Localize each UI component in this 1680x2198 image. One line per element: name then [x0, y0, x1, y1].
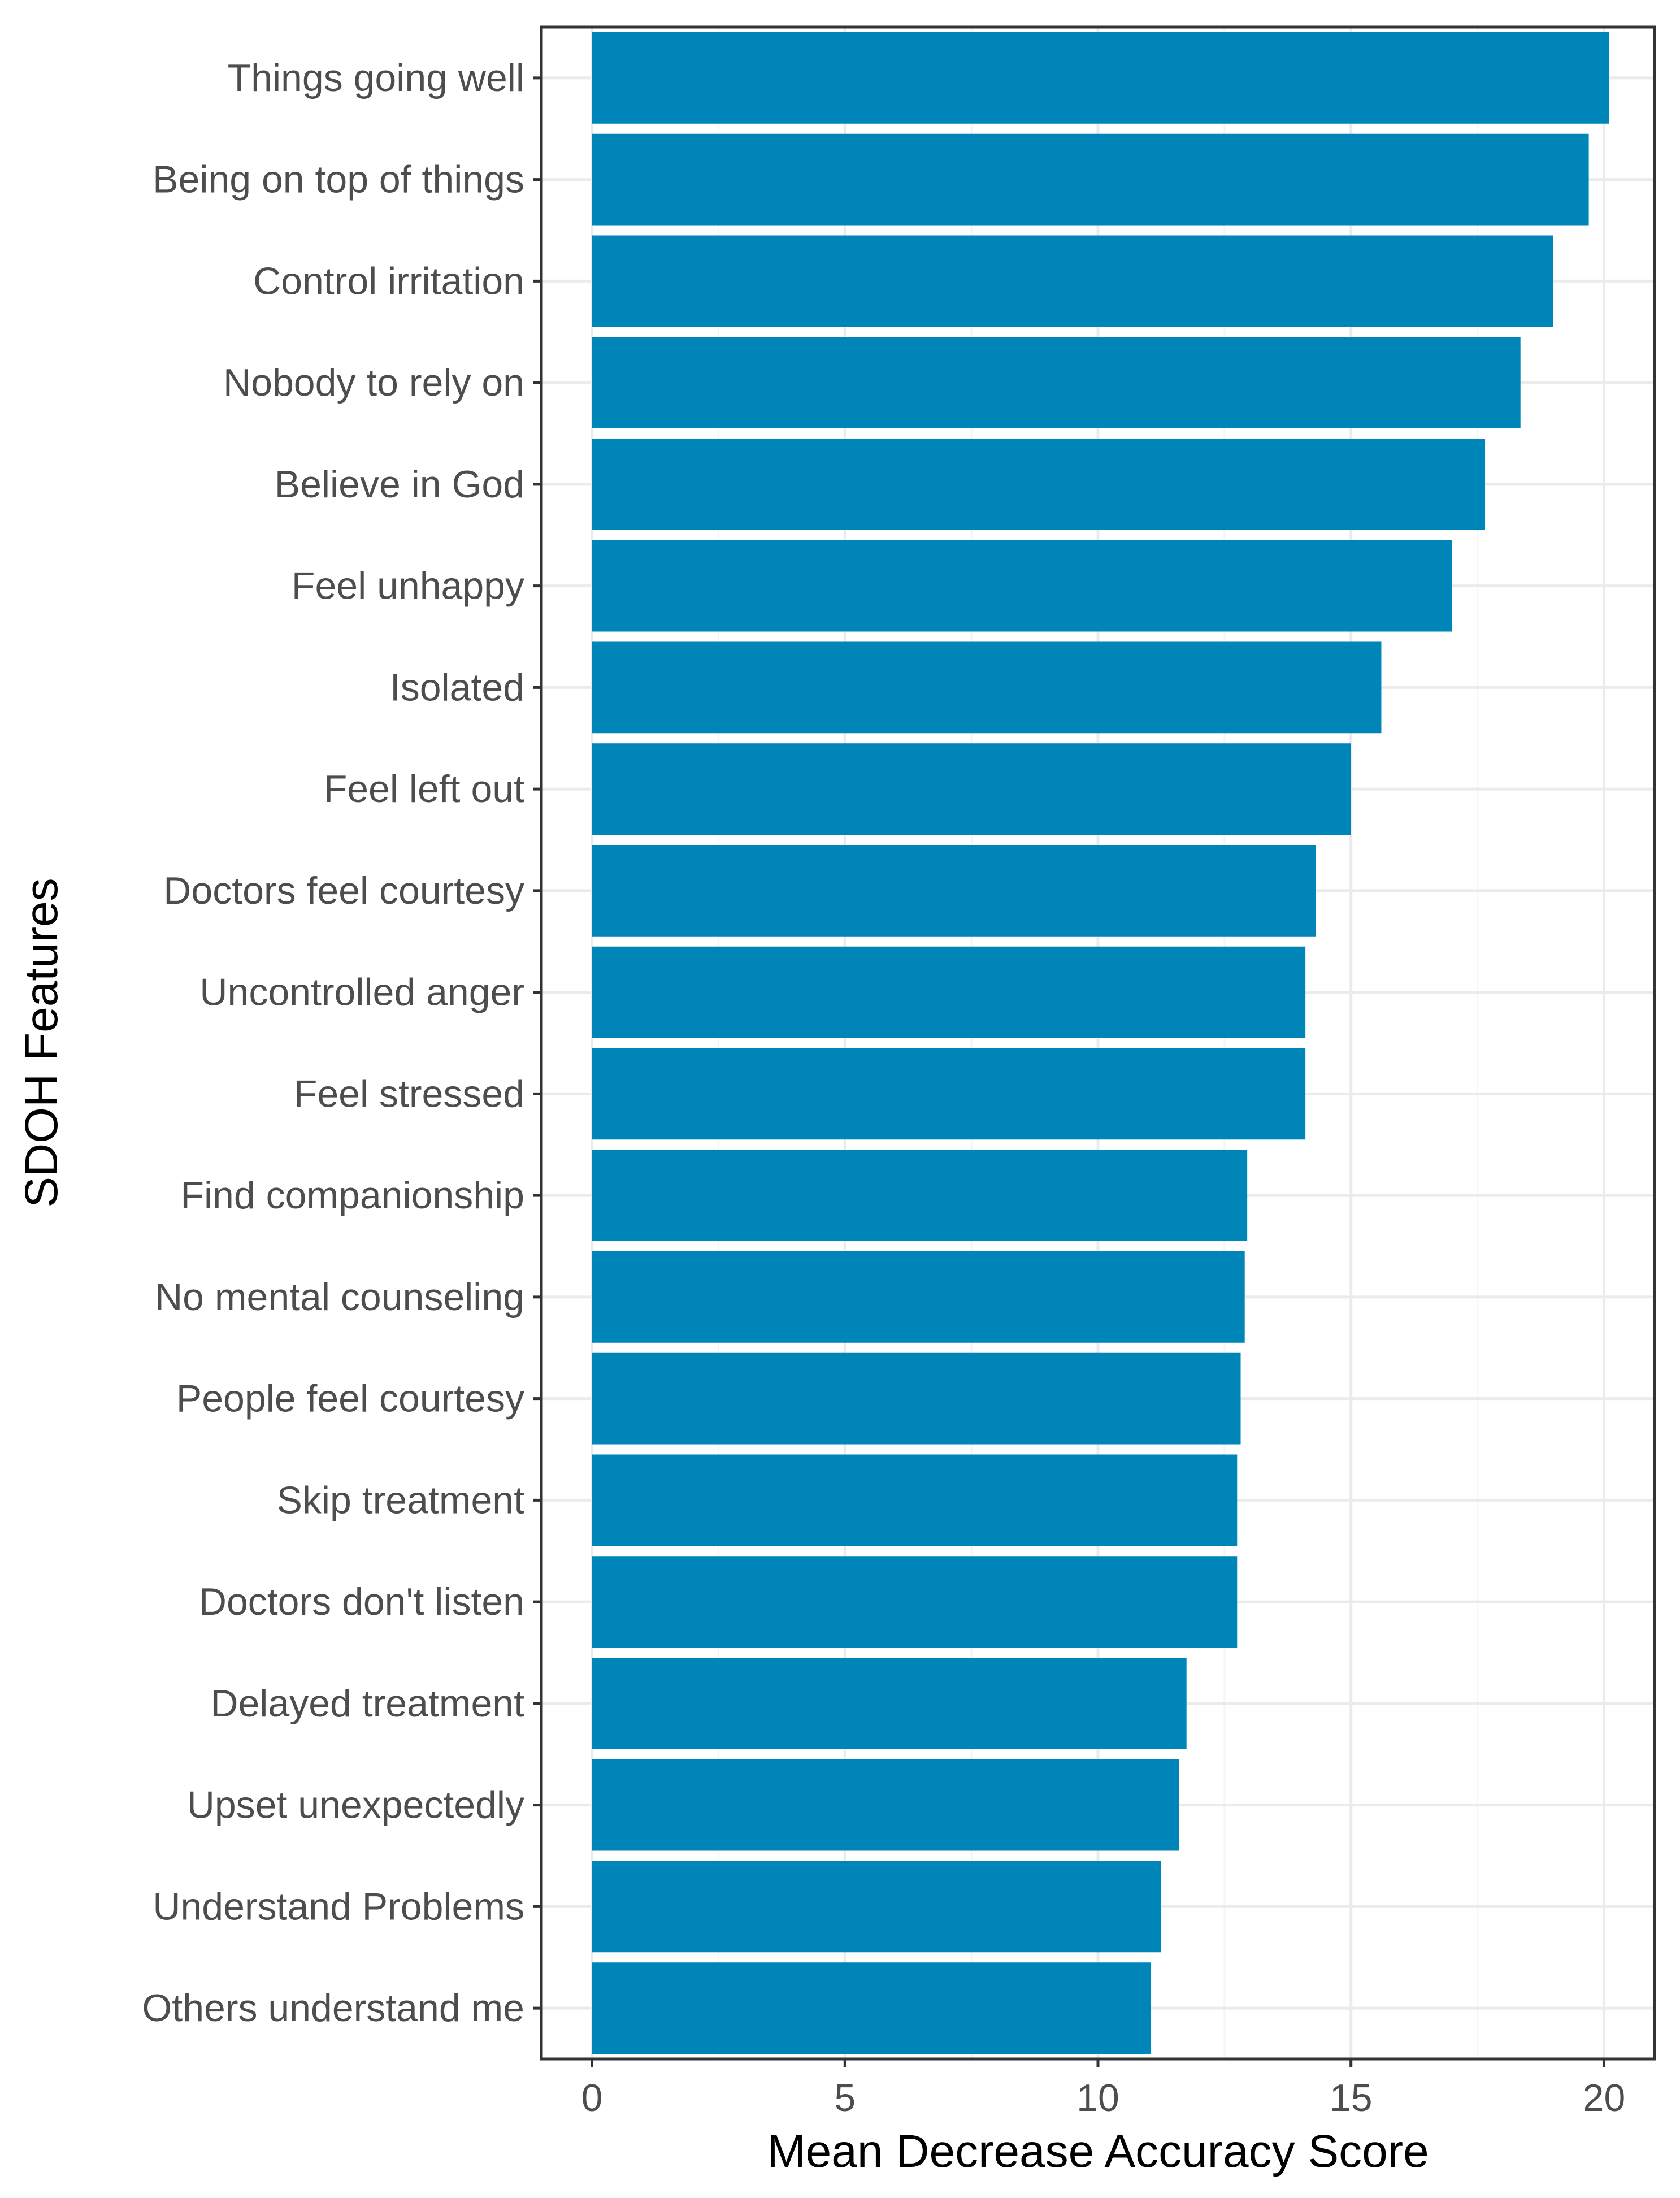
bar	[592, 1251, 1245, 1343]
bar	[592, 1962, 1152, 2054]
x-axis-title: Mean Decrease Accuracy Score	[767, 2126, 1429, 2177]
y-tick-label: Nobody to rely on	[223, 361, 524, 404]
bar	[592, 235, 1553, 327]
y-tick-label: Upset unexpectedly	[187, 1784, 524, 1827]
bar	[592, 1657, 1187, 1749]
y-tick-label: Things going well	[228, 57, 524, 99]
y-tick-label: Feel stressed	[294, 1072, 524, 1115]
bar	[592, 1352, 1241, 1445]
bar	[592, 540, 1452, 632]
x-axis-ticks: 0 5 10 15 20	[581, 2059, 1626, 2119]
bar	[592, 1454, 1238, 1546]
bar	[592, 844, 1316, 937]
bar	[592, 1556, 1238, 1648]
y-tick-label: Feel left out	[324, 768, 524, 810]
bar	[592, 1150, 1248, 1242]
bar	[592, 133, 1589, 226]
y-axis-ticks: Things going well Being on top of things C…	[142, 57, 541, 2030]
y-axis-title: SDOH Features	[16, 878, 67, 1207]
y-tick-label: Uncontrolled anger	[199, 971, 524, 1014]
y-tick-label: Control irritation	[253, 259, 524, 302]
y-tick-label: Doctors don't listen	[199, 1580, 524, 1623]
bar	[592, 1048, 1306, 1140]
y-tick-label: People feel courtesy	[176, 1377, 524, 1420]
y-tick-label: Find companionship	[180, 1174, 524, 1217]
y-tick-label: Isolated	[390, 666, 524, 709]
x-tick-label: 20	[1583, 2076, 1626, 2119]
y-tick-label: Believe in God	[275, 463, 524, 506]
bar	[592, 1759, 1179, 1851]
y-tick-label: Skip treatment	[277, 1479, 525, 1521]
x-tick-label: 0	[581, 2076, 603, 2119]
x-tick-label: 15	[1330, 2076, 1373, 2119]
y-tick-label: No mental counseling	[155, 1276, 524, 1319]
bar	[592, 946, 1306, 1038]
y-tick-label: Doctors feel courtesy	[163, 869, 524, 912]
y-tick-label: Delayed treatment	[210, 1682, 524, 1725]
bar	[592, 641, 1382, 734]
x-tick-label: 5	[834, 2076, 856, 2119]
bars	[592, 32, 1609, 2054]
x-tick-label: 10	[1076, 2076, 1119, 2119]
y-tick-label: Being on top of things	[153, 158, 524, 201]
y-tick-label: Understand Problems	[153, 1885, 524, 1928]
bar	[592, 438, 1486, 530]
y-tick-label: Others understand me	[142, 1987, 524, 2030]
bar	[592, 337, 1521, 429]
bar	[592, 32, 1609, 124]
bar	[592, 1861, 1161, 1953]
y-tick-label: Feel unhappy	[292, 565, 524, 608]
bar	[592, 743, 1351, 835]
